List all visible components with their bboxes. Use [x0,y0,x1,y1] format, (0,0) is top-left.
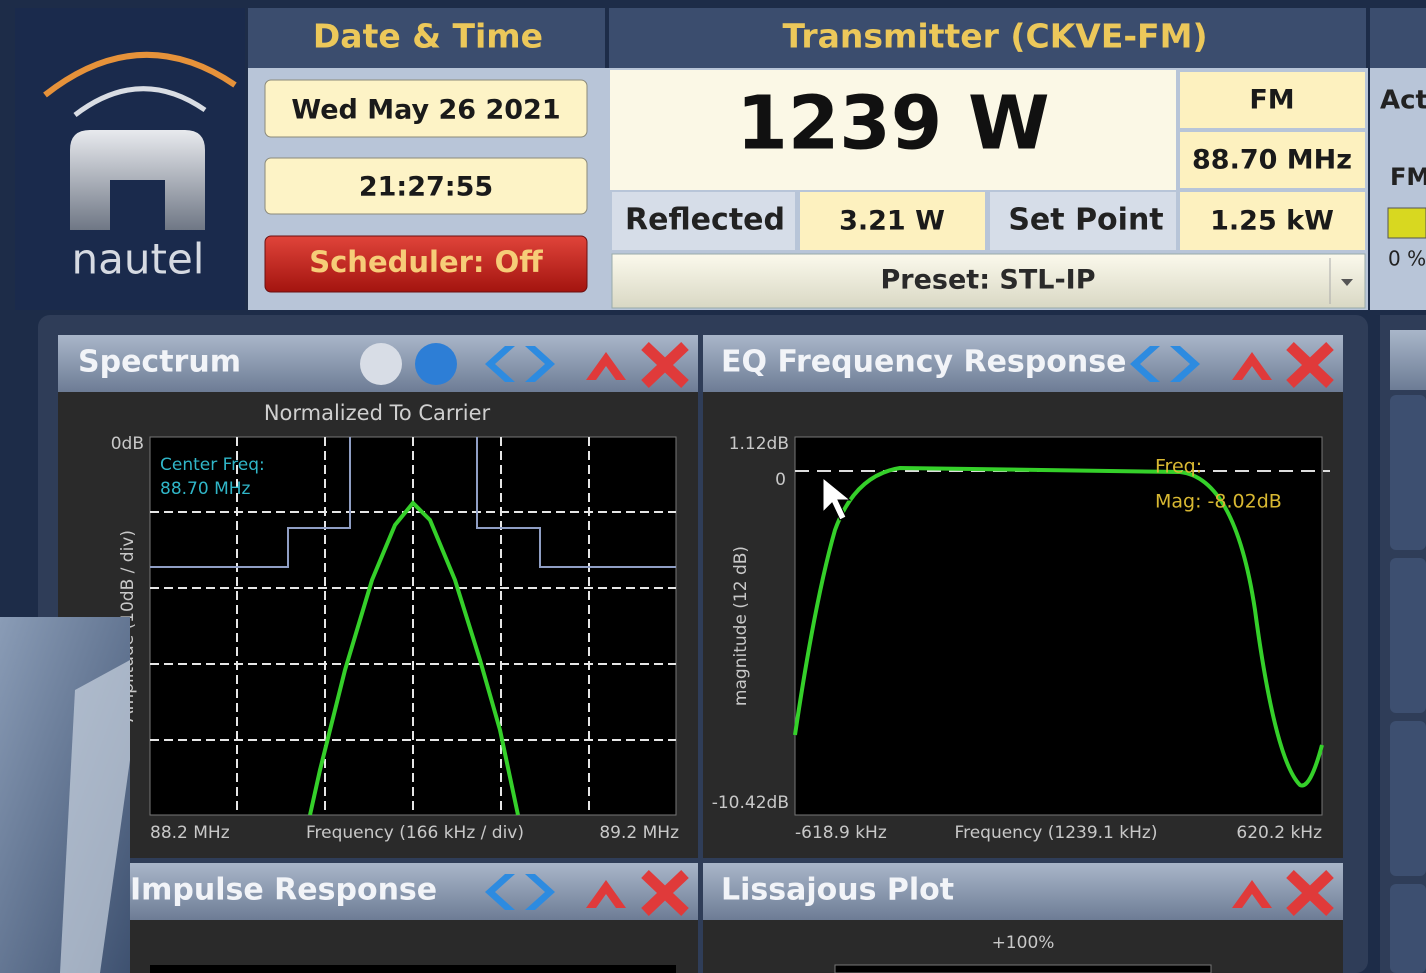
panel-title: EQ Frequency Response [721,345,1126,380]
power: 1239 W [736,81,1049,167]
scheduler[interactable]: Scheduler: Off [309,245,543,279]
mode: FM [1249,85,1294,116]
side-card [1390,558,1426,713]
time: 21:27:55 [359,172,493,203]
date: Wed May 26 2021 [291,95,560,126]
side-card [1390,884,1426,973]
side-heading: Act [1380,86,1426,116]
x-axis-label: Frequency (166 kHz / div) [306,823,524,843]
panel-title-bar [1390,330,1426,390]
side-level: 0 % [1388,247,1426,271]
plot-area [835,965,1211,973]
annotation: Center Freq: [160,455,265,475]
side-card [1390,395,1426,550]
screen: nautel Date & Time Transmitter (CKVE-FM)… [0,0,1426,973]
frequency: 88.70 MHz [1192,145,1352,176]
y-zero-label: 0 [775,470,786,490]
x-right-label: 620.2 kHz [1236,823,1322,843]
plot-subtitle: Normalized To Carrier [264,401,491,425]
annotation: Mag: -8.02dB [1155,491,1282,513]
preset[interactable]: Preset: STL-IP [880,265,1095,296]
side-mode: FM [1390,163,1426,191]
panel-title: Impulse Response [130,873,437,908]
set-point-label: Set Point [1008,203,1163,238]
y-bottom-label: -10.42dB [712,793,789,813]
x-left-label: 88.2 MHz [150,823,230,843]
plot-subtitle: +100% [992,933,1055,953]
body: nautel Date & Time Transmitter (CKVE-FM)… [0,0,1426,973]
header-transmitter: Transmitter (CKVE-FM) [782,17,1207,56]
y-top-label: 0dB [111,434,144,454]
y-top-label: 1.12dB [729,434,789,454]
annotation: Freq: [1155,456,1202,478]
panel-title: Lissajous Plot [721,873,954,908]
icon-button[interactable] [360,343,402,385]
icon-button[interactable] [415,343,457,385]
header-date-time: Date & Time [313,17,543,56]
x-right-label: 89.2 MHz [599,823,679,843]
y-axis-label: magnitude (12 dB) [731,546,751,706]
plot-area [150,965,676,973]
reflected: 3.21 W [839,206,945,237]
set-point: 1.25 kW [1210,206,1334,237]
annotation: 88.70 MHz [160,479,251,499]
x-axis-label: Frequency (1239.1 kHz) [955,823,1158,843]
logo-text: nautel [72,235,205,284]
level-bar [1388,208,1426,238]
x-left-label: -618.9 kHz [795,823,887,843]
page: Nautel transmitter status {"logo": {"tex… [0,0,1426,973]
reflected-label: Reflected [625,203,785,238]
side-card [1390,721,1426,876]
panel-title: Spectrum [78,345,241,380]
